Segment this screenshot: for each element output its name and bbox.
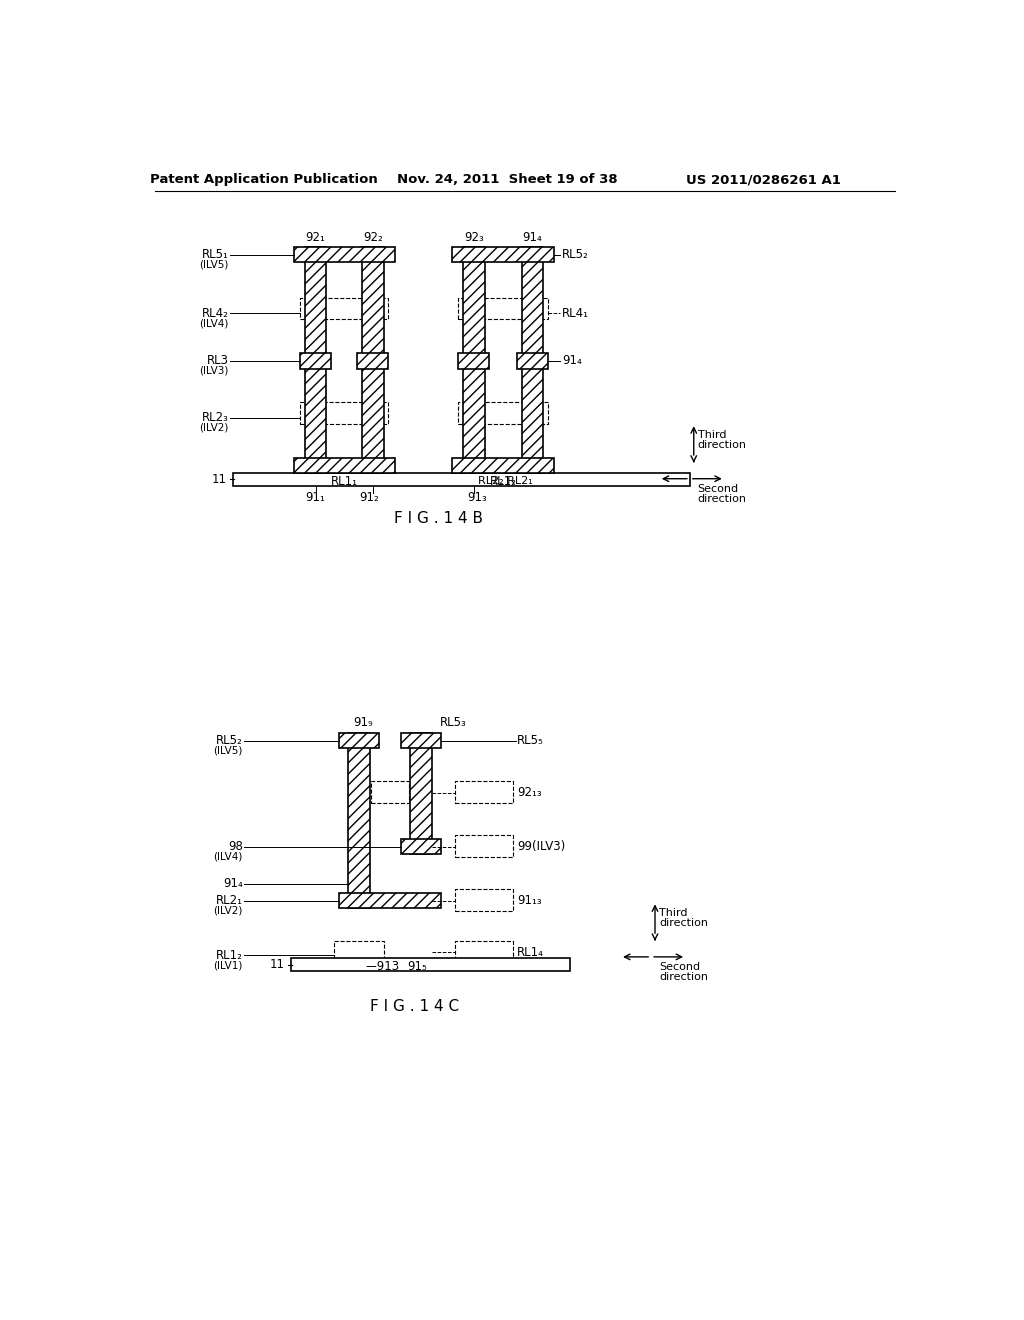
Bar bbox=[339, 733, 379, 748]
Text: 91₄: 91₄ bbox=[223, 878, 243, 890]
Text: Nov. 24, 2011  Sheet 19 of 38: Nov. 24, 2011 Sheet 19 of 38 bbox=[397, 173, 618, 186]
Text: direction: direction bbox=[658, 917, 708, 928]
Text: RL5₂: RL5₂ bbox=[216, 734, 243, 747]
Bar bbox=[455, 890, 513, 911]
Bar bbox=[521, 247, 544, 474]
Text: 91₂: 91₂ bbox=[359, 491, 379, 504]
Text: RL1₂: RL1₂ bbox=[216, 949, 243, 962]
Bar bbox=[400, 840, 441, 854]
Bar bbox=[372, 781, 409, 803]
Text: direction: direction bbox=[658, 972, 708, 982]
Bar bbox=[410, 733, 432, 854]
Bar bbox=[458, 298, 548, 319]
Bar bbox=[452, 458, 554, 474]
Text: 98: 98 bbox=[227, 841, 243, 853]
Bar bbox=[452, 247, 554, 263]
Bar bbox=[517, 354, 548, 368]
Bar bbox=[348, 733, 370, 908]
Text: direction: direction bbox=[697, 440, 746, 450]
Bar bbox=[232, 474, 690, 486]
Text: RL5₂: RL5₂ bbox=[562, 248, 589, 261]
Text: 91₄: 91₄ bbox=[522, 231, 543, 244]
Text: 92₃: 92₃ bbox=[464, 231, 483, 244]
Text: 99(ILV3): 99(ILV3) bbox=[517, 841, 565, 853]
Bar bbox=[458, 354, 489, 368]
Text: RL4₁: RL4₁ bbox=[562, 306, 589, 319]
Bar bbox=[400, 733, 441, 748]
Text: (ILV4): (ILV4) bbox=[200, 318, 228, 329]
Bar bbox=[455, 781, 513, 803]
Bar bbox=[300, 403, 388, 424]
Text: RL2₃: RL2₃ bbox=[202, 412, 228, 425]
Text: RL5₅: RL5₅ bbox=[517, 734, 544, 747]
Text: F I G . 1 4 B: F I G . 1 4 B bbox=[393, 511, 482, 527]
Text: (ILV2): (ILV2) bbox=[213, 906, 243, 916]
Text: 92₁₃: 92₁₃ bbox=[517, 787, 542, 800]
Bar bbox=[455, 836, 513, 857]
Text: RL2₁: RL2₁ bbox=[216, 894, 243, 907]
Bar bbox=[294, 458, 394, 474]
Text: US 2011/0286261 A1: US 2011/0286261 A1 bbox=[686, 173, 841, 186]
Bar bbox=[357, 354, 388, 368]
Bar bbox=[294, 247, 394, 263]
Text: 91₁: 91₁ bbox=[305, 491, 326, 504]
Bar bbox=[455, 941, 513, 964]
Bar bbox=[291, 958, 569, 970]
Text: RL5₃: RL5₃ bbox=[440, 717, 467, 730]
Text: (ILV2): (ILV2) bbox=[200, 422, 228, 433]
Text: Second: Second bbox=[697, 483, 738, 494]
Bar bbox=[300, 298, 388, 319]
Text: 91₃: 91₃ bbox=[468, 491, 487, 504]
Text: 91₉: 91₉ bbox=[353, 717, 373, 730]
Text: Second: Second bbox=[658, 962, 700, 972]
Text: RL4₂: RL4₂ bbox=[202, 306, 228, 319]
Text: 11: 11 bbox=[211, 473, 226, 486]
Bar bbox=[339, 894, 441, 908]
Text: RL1₁: RL1₁ bbox=[331, 474, 357, 487]
Text: (ILV4): (ILV4) bbox=[213, 851, 243, 862]
Text: 11: 11 bbox=[269, 958, 285, 972]
Text: direction: direction bbox=[697, 494, 746, 504]
Bar bbox=[305, 247, 327, 474]
Text: (ILV5): (ILV5) bbox=[200, 260, 228, 269]
Text: RL3: RL3 bbox=[207, 354, 228, 367]
Text: Third: Third bbox=[697, 430, 726, 440]
Text: 91₁₃: 91₁₃ bbox=[517, 894, 542, 907]
Text: (ILV3): (ILV3) bbox=[200, 366, 228, 376]
Text: Third: Third bbox=[658, 908, 687, 917]
Text: (ILV5): (ILV5) bbox=[213, 746, 243, 755]
Bar bbox=[334, 941, 384, 964]
Bar bbox=[458, 403, 548, 424]
Text: 92₁: 92₁ bbox=[305, 231, 326, 244]
Text: Patent Application Publication: Patent Application Publication bbox=[150, 173, 378, 186]
Text: (ILV1): (ILV1) bbox=[213, 961, 243, 970]
Bar bbox=[362, 247, 384, 474]
Text: F I G . 1 4 C: F I G . 1 4 C bbox=[371, 999, 460, 1015]
Text: 91₅: 91₅ bbox=[408, 960, 427, 973]
Text: RL1₂: RL1₂ bbox=[489, 474, 516, 487]
Text: RL2₂ RL2₁: RL2₂ RL2₁ bbox=[477, 477, 532, 486]
Text: 91₄: 91₄ bbox=[562, 354, 582, 367]
Text: ––913: ––913 bbox=[366, 960, 399, 973]
Text: RL1₄: RL1₄ bbox=[517, 945, 544, 958]
Text: 92₂: 92₂ bbox=[364, 231, 383, 244]
Bar bbox=[300, 354, 331, 368]
Bar bbox=[463, 247, 484, 474]
Text: RL5₁: RL5₁ bbox=[202, 248, 228, 261]
